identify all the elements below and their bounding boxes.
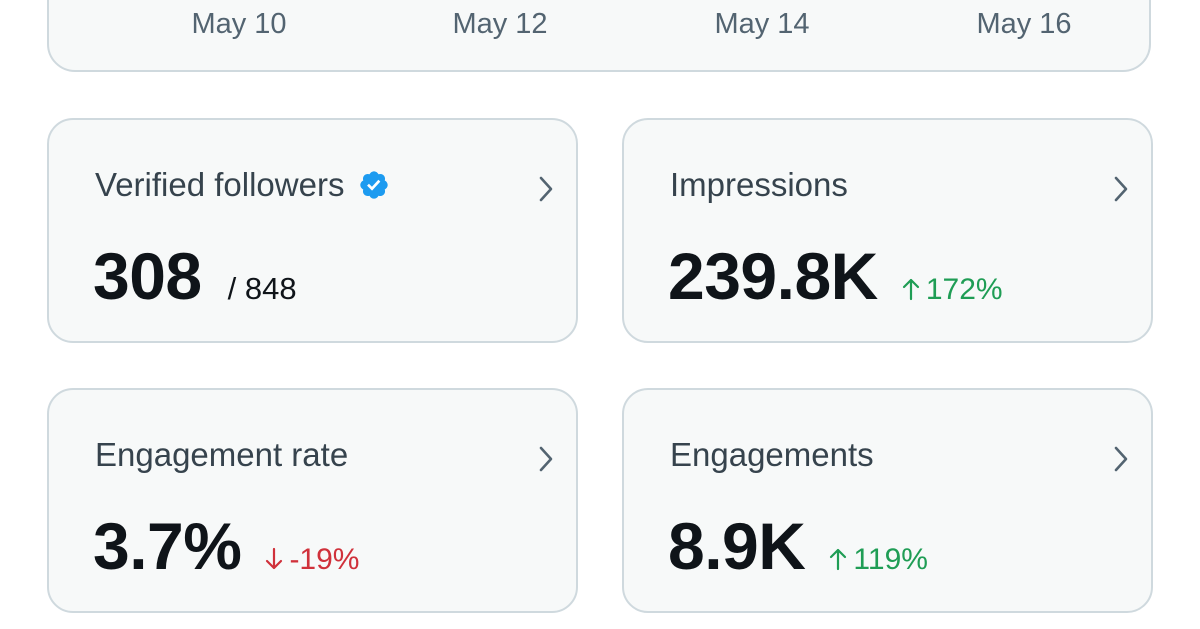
card-title-text: Engagements — [670, 436, 874, 473]
value-row: 3.7% -19% — [93, 508, 359, 584]
x-axis-label: May 14 — [714, 8, 810, 40]
metric-change: 172% — [902, 273, 1003, 307]
metric-value: 3.7% — [93, 509, 242, 583]
chevron-right-icon — [536, 174, 556, 204]
chevron-right-icon — [1111, 444, 1131, 474]
x-axis-label: May 16 — [976, 8, 1072, 40]
chart-x-axis: May 10 May 12 May 14 May 16 — [49, 8, 1149, 48]
x-axis-label: May 12 — [452, 8, 548, 40]
metric-change: 119% — [829, 543, 928, 577]
value-row: 239.8K 172% — [668, 238, 1003, 314]
metric-value: 8.9K — [668, 509, 806, 583]
chevron-right-icon — [536, 444, 556, 474]
metric-change: -19% — [265, 543, 359, 577]
card-title: Engagement rate — [95, 436, 348, 474]
engagements-card[interactable]: Engagements 8.9K 119% — [622, 388, 1153, 613]
card-title-text: Engagement rate — [95, 436, 349, 473]
metric-total: / 848 — [227, 271, 297, 306]
arrow-up-icon — [829, 545, 847, 571]
verified-badge-icon — [358, 169, 390, 201]
card-title: Verified followers — [95, 166, 390, 204]
chart-card: May 10 May 12 May 14 May 16 — [47, 0, 1151, 72]
impressions-card[interactable]: Impressions 239.8K 172% — [622, 118, 1153, 343]
arrow-up-icon — [902, 275, 920, 301]
x-axis-label: May 10 — [191, 8, 287, 40]
metric-change-text: -19% — [289, 543, 360, 576]
value-row: 308 / 848 — [93, 238, 297, 314]
metric-change-text: 172% — [925, 273, 1003, 306]
metric-value: 308 — [93, 239, 202, 313]
metric-change-text: 119% — [853, 543, 928, 576]
metric-value: 239.8K — [668, 239, 878, 313]
engagement-rate-card[interactable]: Engagement rate 3.7% -19% — [47, 388, 578, 613]
card-title: Impressions — [670, 166, 848, 204]
arrow-down-icon — [265, 545, 283, 570]
verified-followers-card[interactable]: Verified followers 308 / 848 — [47, 118, 578, 343]
card-title: Engagements — [670, 436, 874, 474]
card-title-text: Impressions — [670, 166, 848, 203]
card-title-text: Verified followers — [95, 166, 345, 203]
value-row: 8.9K 119% — [668, 508, 928, 584]
chevron-right-icon — [1111, 174, 1131, 204]
